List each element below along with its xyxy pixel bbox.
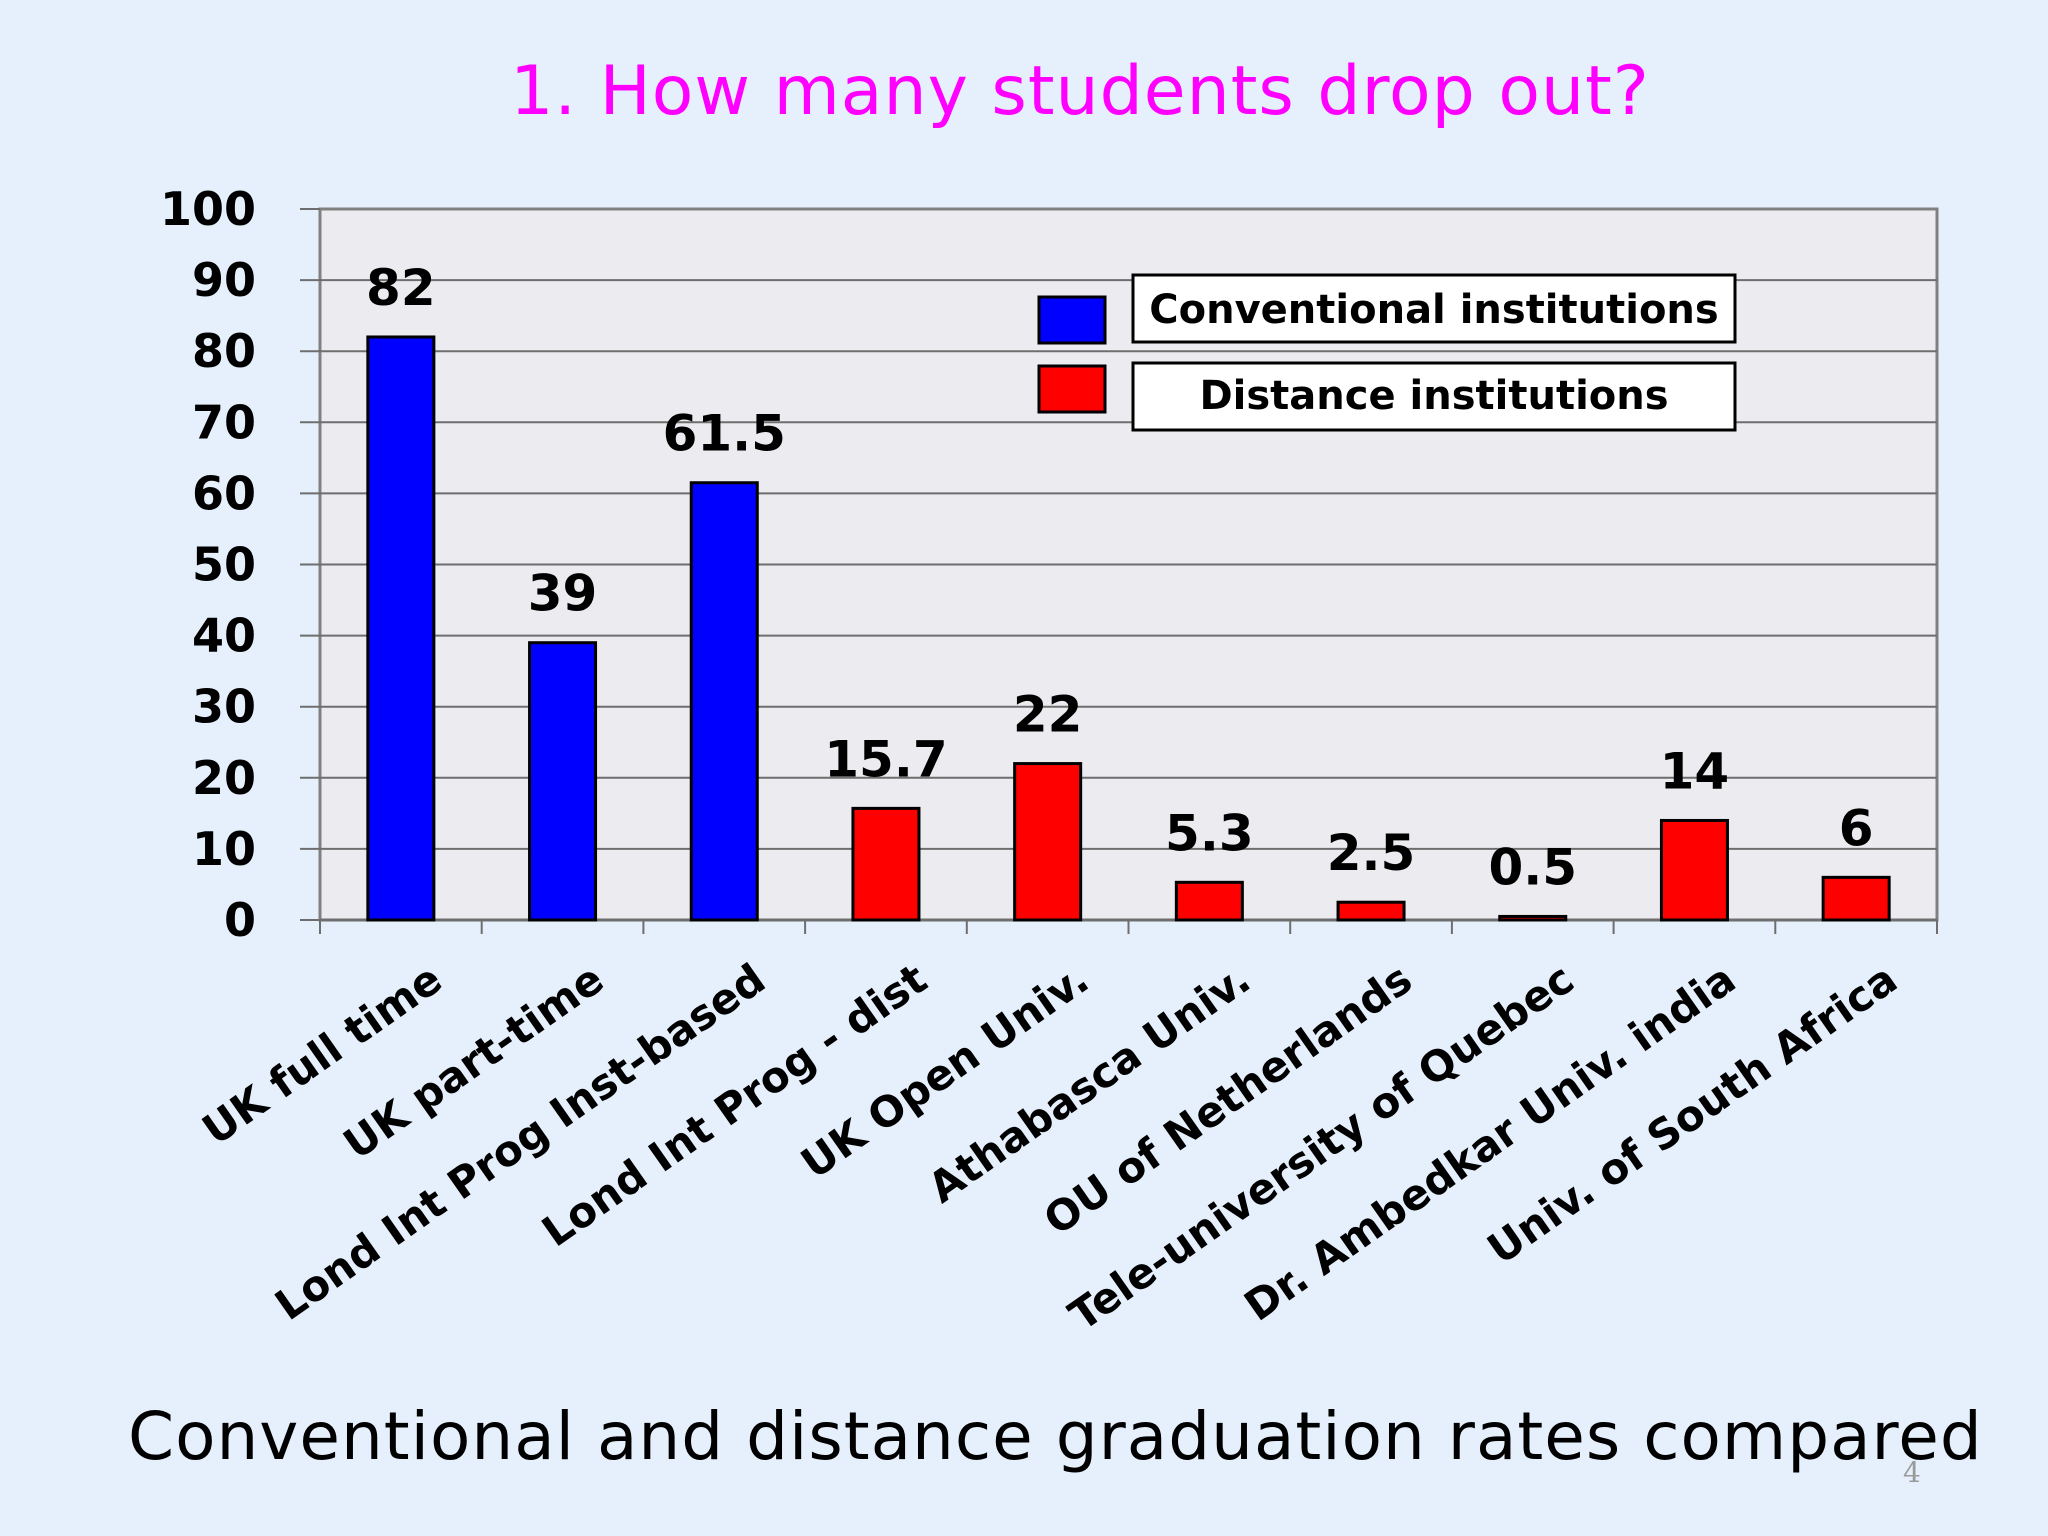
bar-2 bbox=[689, 481, 759, 922]
page-number: 4 bbox=[1903, 1456, 1921, 1489]
y-tick-label: 20 bbox=[192, 751, 256, 805]
bar-9 bbox=[1821, 875, 1891, 922]
y-tick-label: 100 bbox=[160, 182, 256, 236]
bar-1 bbox=[528, 641, 598, 922]
slide-title: 1. How many students drop out? bbox=[510, 52, 1650, 131]
data-label-6: 2.5 bbox=[1327, 824, 1416, 882]
bar-8 bbox=[1659, 818, 1729, 922]
data-label-5: 5.3 bbox=[1165, 804, 1254, 862]
y-tick-label: 40 bbox=[192, 609, 256, 663]
bars bbox=[366, 335, 1891, 922]
bar-3 bbox=[851, 806, 921, 922]
bar-7 bbox=[1498, 914, 1568, 922]
y-tick-label: 0 bbox=[224, 893, 256, 947]
legend-label-distance: Distance institutions bbox=[1199, 373, 1668, 419]
data-label-3: 15.7 bbox=[824, 730, 947, 788]
legend-label-box-conventional bbox=[1131, 273, 1737, 344]
y-tick-label: 80 bbox=[192, 324, 256, 378]
y-tick-label: 10 bbox=[192, 822, 256, 876]
legend-swatch-conventional bbox=[1037, 295, 1107, 345]
legend: Conventional institutions Distance instit… bbox=[1037, 273, 1737, 432]
legend-label-conventional: Conventional institutions bbox=[1149, 287, 1718, 333]
bar-6 bbox=[1336, 900, 1406, 922]
y-axis-tick-labels: 0 10 20 30 40 50 60 70 80 90 100 bbox=[160, 182, 256, 947]
category-label-4: UK Open Univ. bbox=[792, 954, 1097, 1188]
data-labels: 82 39 61.5 15.7 22 5.3 2.5 0.5 14 6 bbox=[366, 259, 1873, 896]
data-label-2: 61.5 bbox=[663, 405, 786, 463]
bar-0 bbox=[366, 335, 436, 922]
y-tick-label: 90 bbox=[192, 253, 256, 307]
y-tick-label: 60 bbox=[192, 466, 256, 520]
data-label-9: 6 bbox=[1839, 799, 1874, 857]
data-label-0: 82 bbox=[366, 259, 436, 317]
y-tick-label: 70 bbox=[192, 395, 256, 449]
data-label-7: 0.5 bbox=[1488, 838, 1577, 896]
bar-4 bbox=[1013, 762, 1083, 922]
y-tick-label: 30 bbox=[192, 680, 256, 734]
data-label-8: 14 bbox=[1660, 742, 1730, 800]
slide-subtitle: Conventional and distance graduation rat… bbox=[128, 1398, 1983, 1475]
legend-label-box-distance bbox=[1131, 361, 1737, 432]
legend-swatch-distance bbox=[1037, 364, 1107, 414]
data-label-1: 39 bbox=[528, 565, 598, 623]
data-label-4: 22 bbox=[1013, 686, 1083, 744]
bar-5 bbox=[1174, 880, 1244, 922]
y-tick-label: 50 bbox=[192, 538, 256, 592]
